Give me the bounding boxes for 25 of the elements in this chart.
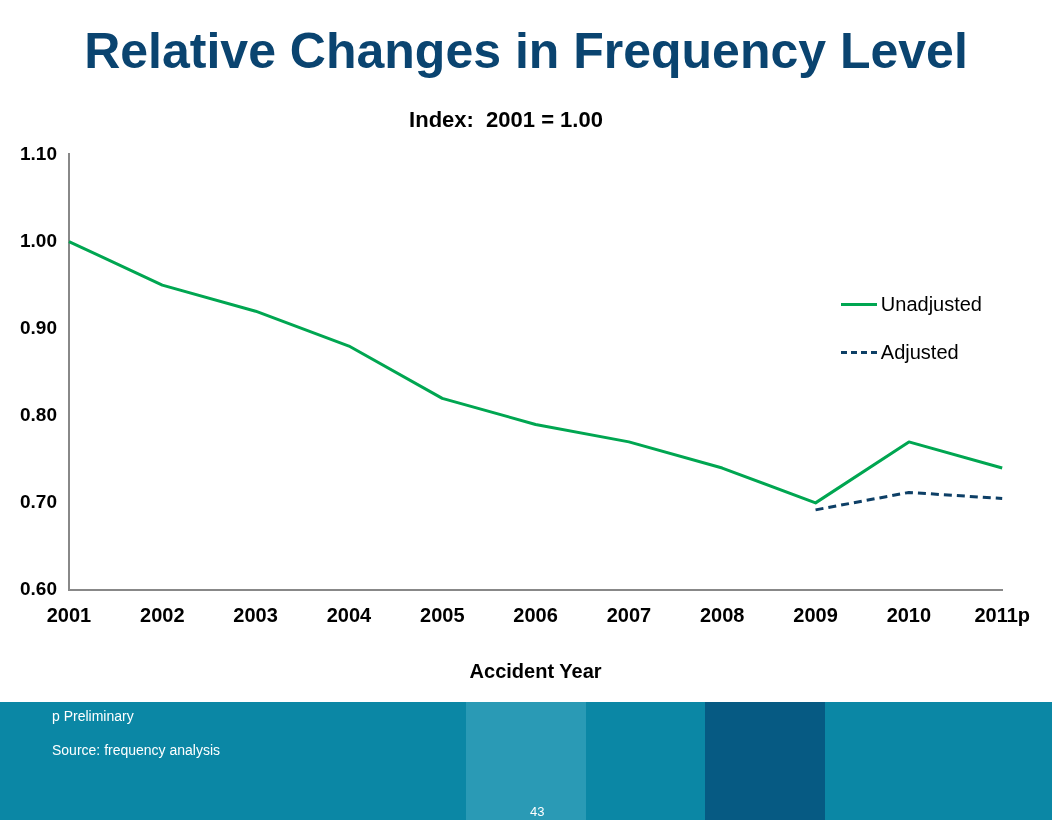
y-tick-label: 1.00 xyxy=(20,229,57,251)
x-tick-label: 2004 xyxy=(326,603,373,626)
legend-label: Unadjusted xyxy=(880,292,982,316)
x-tick-label: 2006 xyxy=(513,603,558,626)
chart-subtitle: Index: 2001 = 1.00 xyxy=(409,107,603,133)
y-tick-label: 0.80 xyxy=(20,403,57,425)
x-tick-label: 2005 xyxy=(420,603,465,626)
text: 43 xyxy=(530,804,545,819)
x-tick-label: 2011p xyxy=(974,603,1030,626)
y-tick-label: 0.60 xyxy=(20,578,57,600)
source-note: Source: frequency analysis xyxy=(52,742,221,758)
x-tick-label: 2010 xyxy=(886,603,932,626)
chart-title: Relative Changes in Frequency Level xyxy=(83,22,969,80)
x-tick-label: 2008 xyxy=(699,603,745,626)
x-tick-label: 2007 xyxy=(606,603,652,626)
x-tick-label: 2001 xyxy=(46,603,92,626)
x-tick-label: 2009 xyxy=(793,603,838,626)
y-tick-label: 1.10 xyxy=(20,142,57,164)
x-tick-label: 2002 xyxy=(140,603,185,626)
x-tick-label: 2003 xyxy=(233,603,278,626)
legend-label: Adjusted xyxy=(880,340,959,364)
x-axis-title: Accident Year xyxy=(469,659,602,682)
y-tick-label: 0.90 xyxy=(20,316,57,338)
text: p Preliminary xyxy=(52,708,134,724)
y-tick-label: 0.70 xyxy=(20,491,57,513)
